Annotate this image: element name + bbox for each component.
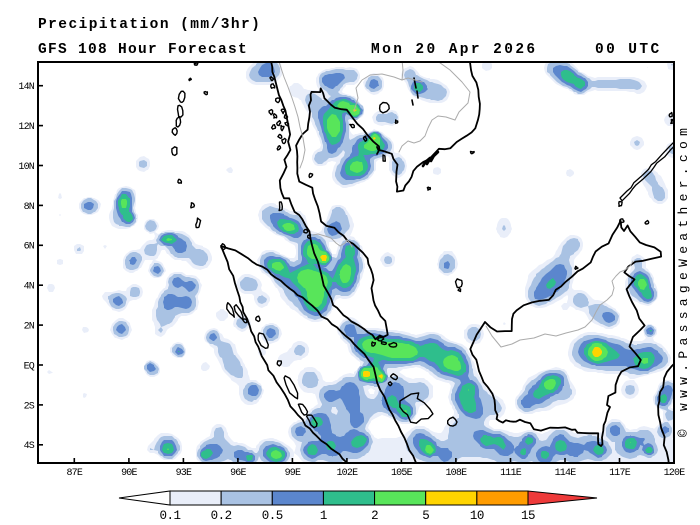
svg-text:00 UTC: 00 UTC xyxy=(595,42,662,58)
svg-text:GFS 108 Hour Forecast: GFS 108 Hour Forecast xyxy=(38,42,248,58)
svg-text:99E: 99E xyxy=(285,468,301,479)
svg-text:Precipitation (mm/3hr): Precipitation (mm/3hr) xyxy=(38,17,261,33)
svg-text:2N: 2N xyxy=(24,322,35,333)
svg-text:Mon 20 Apr 2026: Mon 20 Apr 2026 xyxy=(371,42,538,58)
svg-text:© www.PassageWeather.com: © www.PassageWeather.com xyxy=(676,123,691,437)
svg-text:2: 2 xyxy=(371,509,378,523)
svg-text:114E: 114E xyxy=(555,468,577,479)
svg-text:EQ: EQ xyxy=(24,361,35,372)
svg-text:0.1: 0.1 xyxy=(159,509,180,523)
svg-text:1: 1 xyxy=(320,509,327,523)
svg-text:8N: 8N xyxy=(24,202,35,213)
svg-text:105E: 105E xyxy=(391,468,413,479)
svg-text:111E: 111E xyxy=(500,468,522,479)
svg-text:102E: 102E xyxy=(336,468,358,479)
svg-text:108E: 108E xyxy=(445,468,467,479)
svg-text:90E: 90E xyxy=(121,468,137,479)
svg-text:10: 10 xyxy=(470,509,484,523)
svg-text:87E: 87E xyxy=(66,468,82,479)
svg-text:120E: 120E xyxy=(664,468,686,479)
svg-text:96E: 96E xyxy=(230,468,246,479)
svg-text:4S: 4S xyxy=(24,441,35,452)
svg-text:0.2: 0.2 xyxy=(211,509,232,523)
svg-text:10N: 10N xyxy=(18,162,34,173)
svg-text:2S: 2S xyxy=(24,401,35,412)
svg-text:15: 15 xyxy=(521,509,535,523)
svg-text:93E: 93E xyxy=(176,468,192,479)
svg-text:6N: 6N xyxy=(24,242,35,253)
svg-text:14N: 14N xyxy=(18,82,34,93)
svg-text:5: 5 xyxy=(422,509,429,523)
svg-text:117E: 117E xyxy=(609,468,631,479)
svg-text:4N: 4N xyxy=(24,282,35,293)
svg-text:0.5: 0.5 xyxy=(262,509,283,523)
svg-text:12N: 12N xyxy=(18,122,34,133)
